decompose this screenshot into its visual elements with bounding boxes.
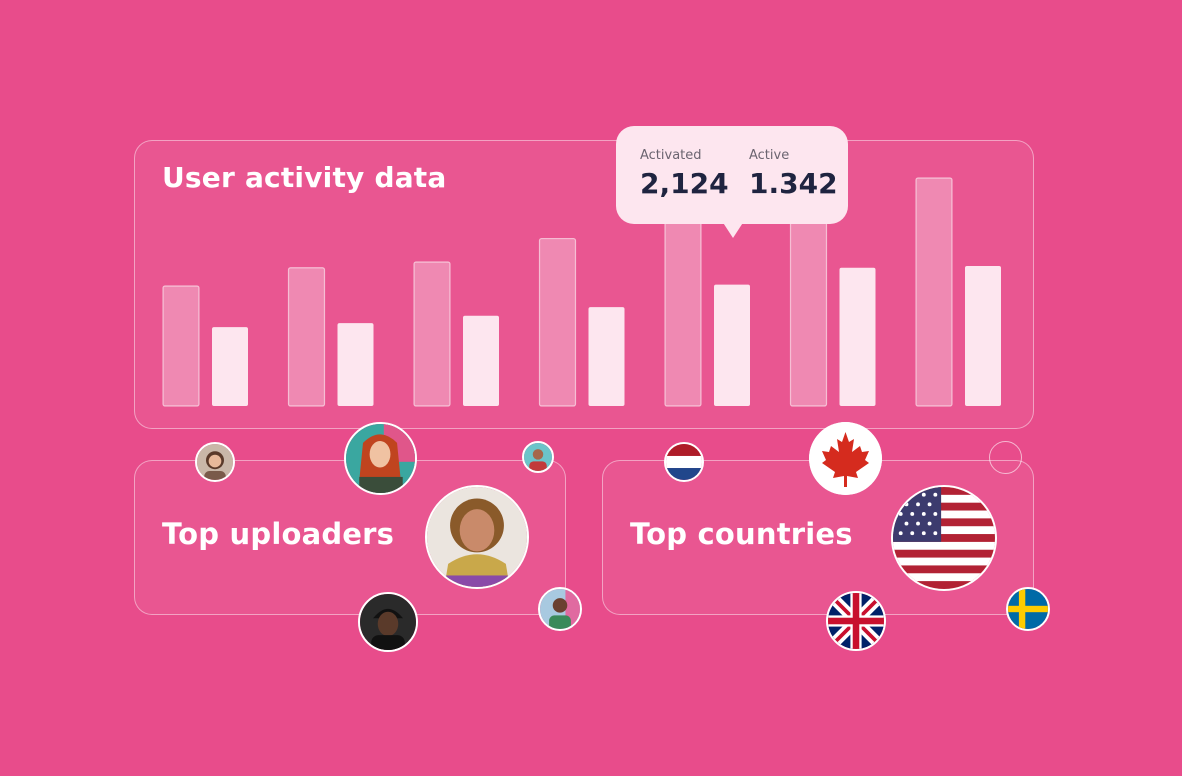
- active-bar-3[interactable]: [463, 315, 499, 406]
- tooltip-activated: Activated 2,124: [640, 148, 729, 200]
- active-bar-5[interactable]: [714, 284, 750, 406]
- tooltip-pointer: [720, 218, 746, 238]
- user-activity-card: User activity data: [134, 140, 1034, 429]
- uploader-avatar[interactable]: [522, 441, 554, 473]
- activated-bar-7[interactable]: [915, 177, 953, 407]
- activated-bar-3[interactable]: [413, 261, 451, 407]
- activated-bar-5[interactable]: [664, 204, 702, 407]
- uploader-avatar[interactable]: [538, 587, 582, 631]
- active-bar-6[interactable]: [839, 267, 876, 406]
- sweden-flag-icon[interactable]: [1006, 587, 1050, 631]
- top-uploaders-title: Top uploaders: [162, 517, 395, 551]
- canada-flag-icon[interactable]: [809, 422, 882, 495]
- active-bar-1[interactable]: [212, 327, 248, 406]
- uploader-avatar-featured[interactable]: [425, 485, 529, 589]
- chart-tooltip: Activated 2,124 Active 1.342: [616, 126, 848, 224]
- usa-flag-icon[interactable]: [891, 485, 997, 591]
- tooltip-activated-value: 2,124: [640, 167, 729, 200]
- uploader-avatar[interactable]: [358, 592, 418, 652]
- activated-bar-1[interactable]: [162, 285, 200, 407]
- uploader-avatar[interactable]: [195, 442, 235, 482]
- activated-bar-4[interactable]: [538, 237, 577, 407]
- top-countries-title: Top countries: [630, 517, 853, 551]
- netherlands-flag-icon[interactable]: [664, 442, 704, 482]
- active-bar-4[interactable]: [588, 307, 625, 406]
- uk-flag-icon[interactable]: [826, 591, 886, 651]
- tooltip-active-label: Active: [749, 148, 790, 163]
- tooltip-activated-label: Activated: [640, 148, 702, 163]
- tooltip-active-value: 1.342: [749, 167, 838, 200]
- active-bar-7[interactable]: [965, 266, 1001, 406]
- activated-bar-2[interactable]: [287, 267, 326, 407]
- tooltip-active: Active 1.342: [749, 148, 838, 200]
- chart-title: User activity data: [162, 161, 447, 194]
- empty-slot-ring: [989, 441, 1022, 474]
- uploader-avatar[interactable]: [344, 422, 417, 495]
- active-bar-2[interactable]: [337, 323, 374, 406]
